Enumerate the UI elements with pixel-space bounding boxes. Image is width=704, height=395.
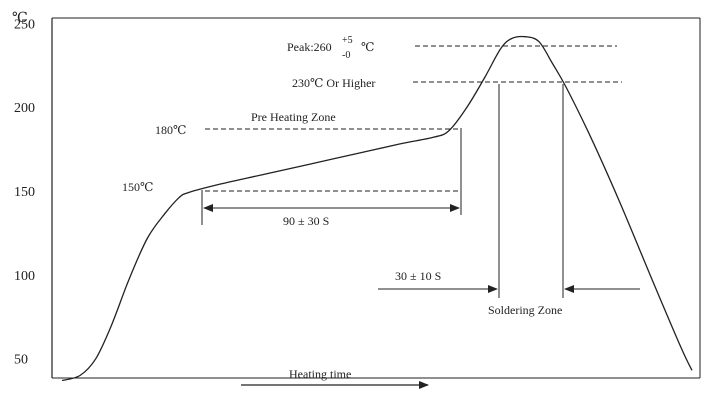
y-tick-label-150: 150 (14, 185, 35, 200)
y-tick-label-200: 200 (14, 101, 35, 116)
y-tick-label-50: 50 (14, 353, 28, 368)
above-230-label: 230℃ Or Higher (292, 76, 375, 90)
y-tick-label-100: 100 (14, 269, 35, 284)
peak-tolerance-plus: +5 (342, 35, 353, 46)
peak-tolerance-minus: -0 (342, 50, 350, 61)
pre-heating-zone-label: Pre Heating Zone (251, 110, 336, 124)
peak-label: Peak:260 (287, 40, 332, 54)
solder-duration-label: 30 ± 10 S (395, 269, 441, 283)
preheat-duration-label: 90 ± 30 S (283, 214, 329, 228)
reflow-curve (61, 35, 693, 382)
soldering-zone-label: Soldering Zone (488, 303, 562, 317)
peak-unit: ℃ (361, 40, 374, 54)
level-180-label: 180℃ (155, 123, 186, 137)
y-unit-label: ℃ (12, 11, 28, 26)
x-axis-label: Heating time (289, 367, 351, 381)
y-tick-labels: 50 100 150 200 250 (14, 17, 35, 367)
peak-prefix: Peak:260 (287, 40, 332, 54)
level-150-label: 150℃ (122, 180, 153, 194)
y-tick-label-250: 250 (14, 17, 35, 32)
